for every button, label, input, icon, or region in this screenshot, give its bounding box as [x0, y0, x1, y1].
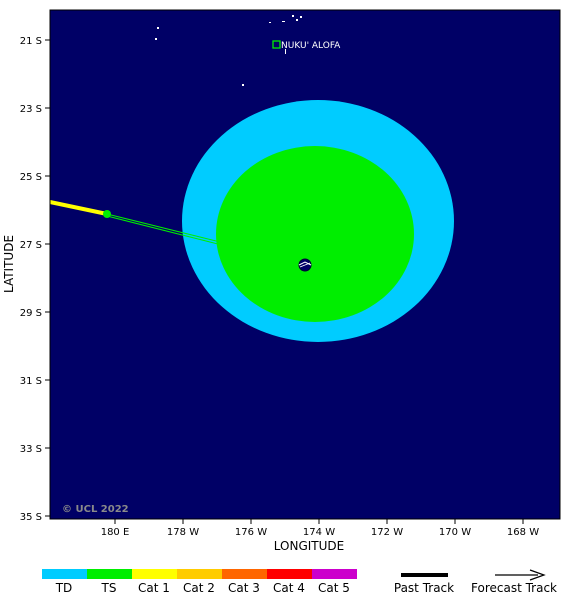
y-tick-label: 23 S — [20, 104, 42, 115]
y-tick-label: 21 S — [20, 36, 42, 47]
category-legend: TD TS Cat 1 Cat 2 Cat 3 Cat 4 Cat 5 — [42, 569, 357, 595]
legend-label-ts: TS — [101, 581, 117, 595]
y-tick-label: 31 S — [20, 376, 42, 387]
legend-swatch-cat1 — [132, 569, 177, 579]
legend-label-cat5: Cat 5 — [318, 581, 350, 595]
forecast-track-legend-label: Forecast Track — [471, 581, 557, 595]
x-tick-label: 168 W — [507, 527, 539, 538]
legend-label-cat4: Cat 4 — [273, 581, 305, 595]
x-tick-label: 180 E — [101, 527, 130, 538]
x-tick-label: 178 W — [167, 527, 199, 538]
legend-swatch-ts — [87, 569, 132, 579]
x-axis-title: LONGITUDE — [274, 539, 344, 553]
ts-wind-radius — [216, 146, 414, 322]
x-tick-label: 170 W — [439, 527, 471, 538]
legend-label-cat3: Cat 3 — [228, 581, 260, 595]
y-tick-label: 27 S — [20, 240, 42, 251]
past-track-legend-label: Past Track — [394, 581, 454, 595]
y-tick-label: 35 S — [20, 512, 42, 523]
track-legend: Past Track Forecast Track — [394, 569, 557, 595]
x-tick-label: 176 W — [235, 527, 267, 538]
legend-swatch-td — [42, 569, 87, 579]
nukualofa-label: NUKU' ALOFA — [281, 41, 341, 51]
legend-label-cat2: Cat 2 — [183, 581, 215, 595]
legend-label-cat1: Cat 1 — [138, 581, 170, 595]
y-axis-title: LATITUDE — [2, 235, 16, 293]
y-tick-label: 25 S — [20, 172, 42, 183]
y-tick-label: 29 S — [20, 308, 42, 319]
island-dots — [155, 15, 302, 86]
past-track-line — [49, 200, 108, 216]
forecast-track-line-inner — [106, 215, 306, 267]
legend-swatch-cat3 — [222, 569, 267, 579]
copyright-text: © UCL 2022 — [62, 504, 129, 515]
forecast-arrow-icon — [529, 569, 546, 581]
storm-center-icon — [298, 258, 312, 272]
legend-swatch-cat5 — [312, 569, 357, 579]
track-position-marker — [103, 210, 111, 218]
legend-swatch-cat2 — [177, 569, 222, 579]
x-tick-label: 172 W — [371, 527, 403, 538]
x-tick-label: 174 W — [303, 527, 335, 538]
y-tick-label: 33 S — [20, 444, 42, 455]
y-axis: 21 S 23 S 25 S 27 S 29 S 31 S 33 S 35 S — [20, 36, 50, 523]
nukualofa-marker — [272, 40, 281, 49]
x-axis: 180 E 178 W 176 W 174 W 172 W 170 W 168 … — [101, 519, 539, 538]
map-border — [49, 9, 561, 520]
legend-label-td: TD — [55, 581, 73, 595]
forecast-track-line — [106, 213, 306, 264]
legend-swatch-cat4 — [267, 569, 312, 579]
